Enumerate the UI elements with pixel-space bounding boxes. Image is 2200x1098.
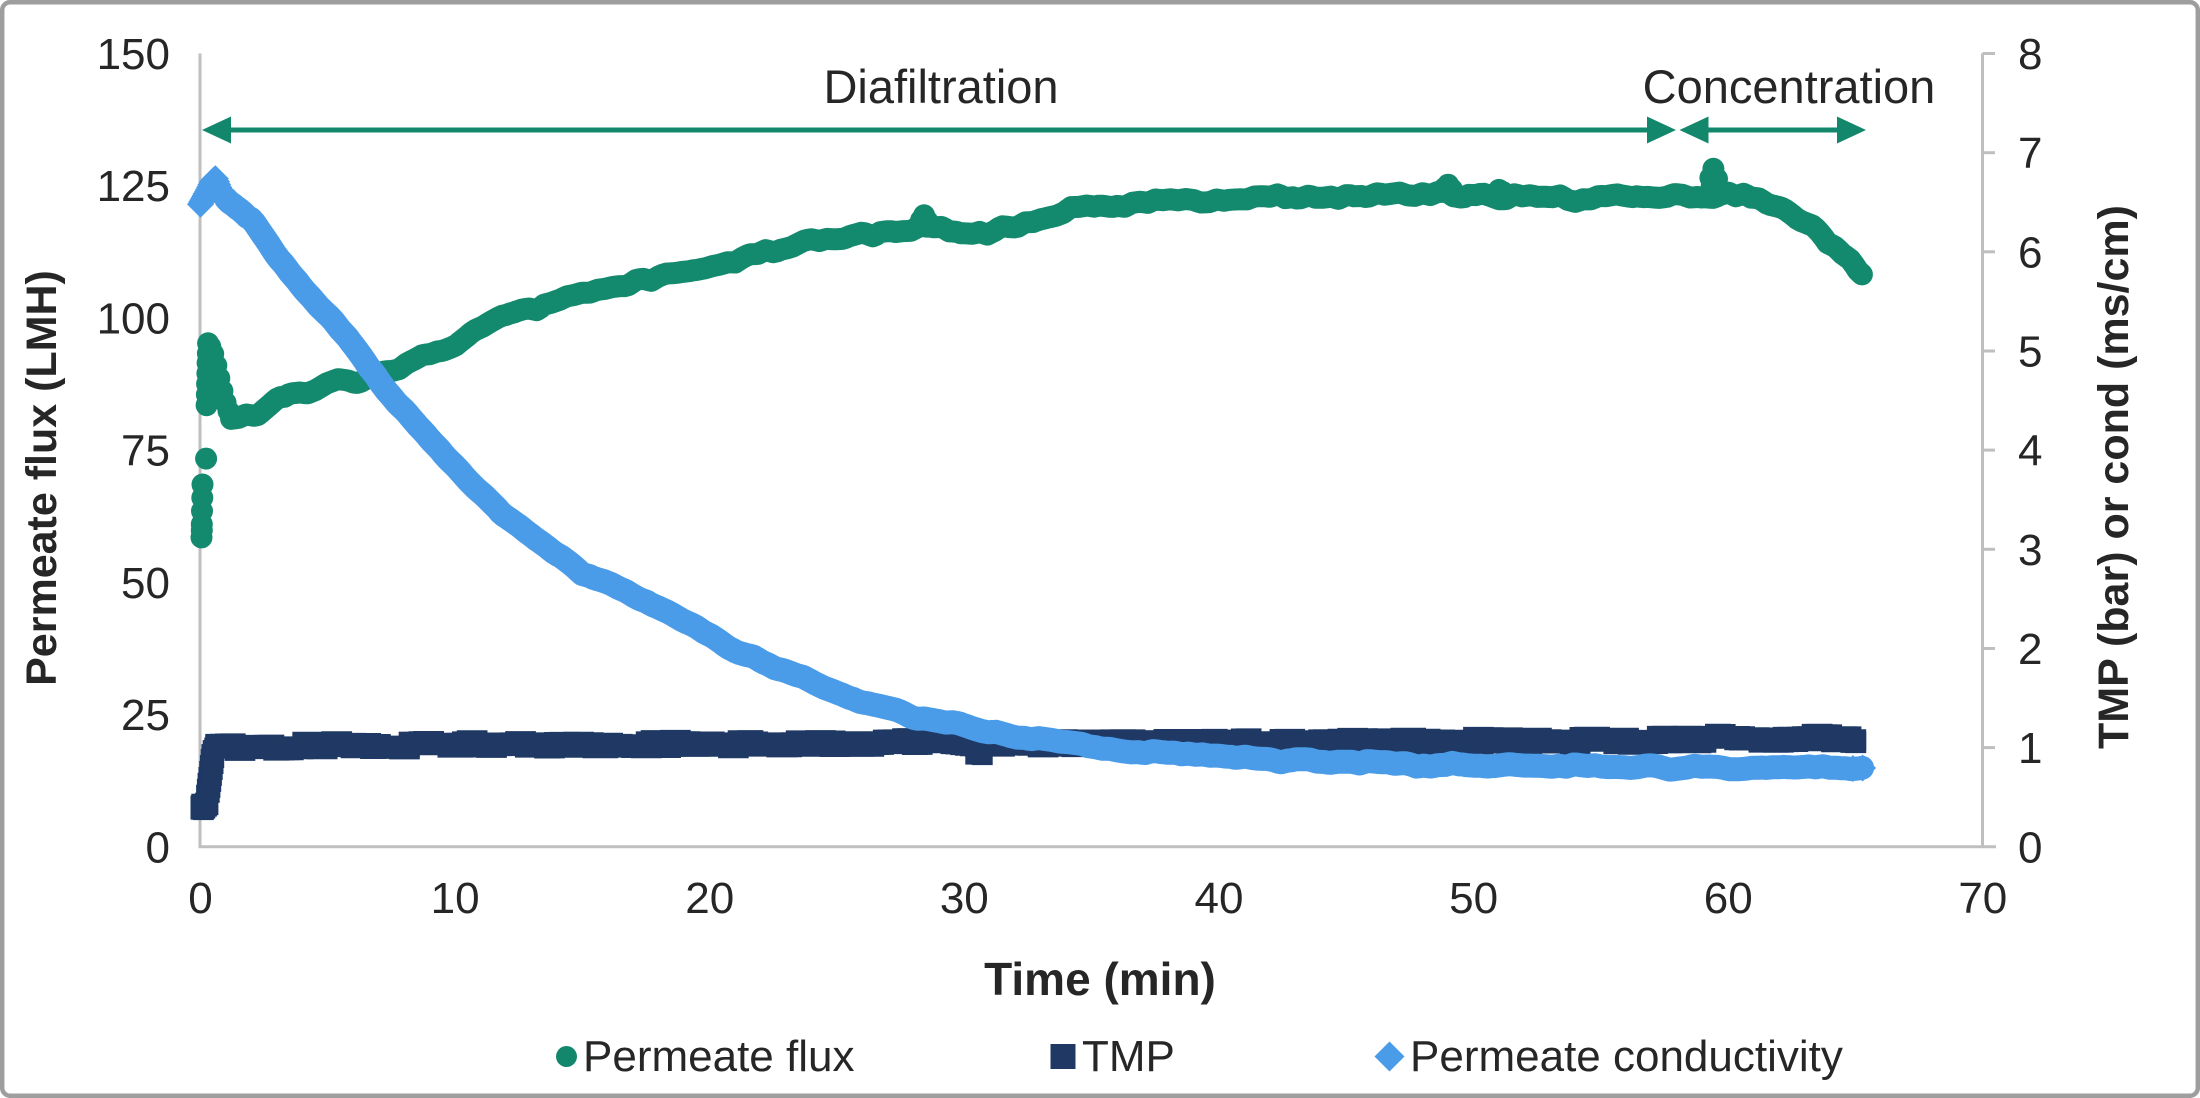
svg-text:75: 75 [121, 427, 170, 476]
svg-text:60: 60 [1704, 874, 1753, 923]
svg-text:150: 150 [97, 30, 170, 79]
svg-text:Time (min): Time (min) [984, 953, 1216, 1005]
svg-text:TMP (bar) or cond (ms/cm): TMP (bar) or cond (ms/cm) [2090, 205, 2138, 749]
svg-text:1: 1 [2018, 724, 2042, 773]
svg-text:Permeate conductivity: Permeate conductivity [1410, 1032, 1843, 1081]
svg-text:Permeate flux (LMH): Permeate flux (LMH) [18, 270, 66, 686]
svg-text:4: 4 [2018, 427, 2042, 476]
svg-text:25: 25 [121, 691, 170, 740]
svg-text:Permeate flux: Permeate flux [583, 1032, 854, 1081]
svg-text:125: 125 [97, 162, 170, 211]
svg-text:70: 70 [1958, 874, 2007, 923]
svg-text:8: 8 [2018, 30, 2042, 79]
svg-text:30: 30 [940, 874, 989, 923]
svg-text:50: 50 [121, 559, 170, 608]
svg-text:2: 2 [2018, 625, 2042, 674]
svg-text:Concentration: Concentration [1643, 60, 1936, 113]
svg-text:50: 50 [1449, 874, 1498, 923]
svg-text:20: 20 [685, 874, 734, 923]
svg-text:40: 40 [1195, 874, 1244, 923]
svg-text:7: 7 [2018, 129, 2042, 178]
svg-text:TMP: TMP [1082, 1032, 1175, 1081]
svg-text:0: 0 [2018, 823, 2042, 872]
svg-text:6: 6 [2018, 228, 2042, 277]
svg-text:Diafiltration: Diafiltration [823, 60, 1058, 113]
svg-text:100: 100 [97, 294, 170, 343]
svg-text:5: 5 [2018, 328, 2042, 377]
svg-text:10: 10 [431, 874, 480, 923]
svg-text:0: 0 [188, 874, 212, 923]
svg-text:3: 3 [2018, 526, 2042, 575]
svg-text:0: 0 [146, 823, 170, 872]
